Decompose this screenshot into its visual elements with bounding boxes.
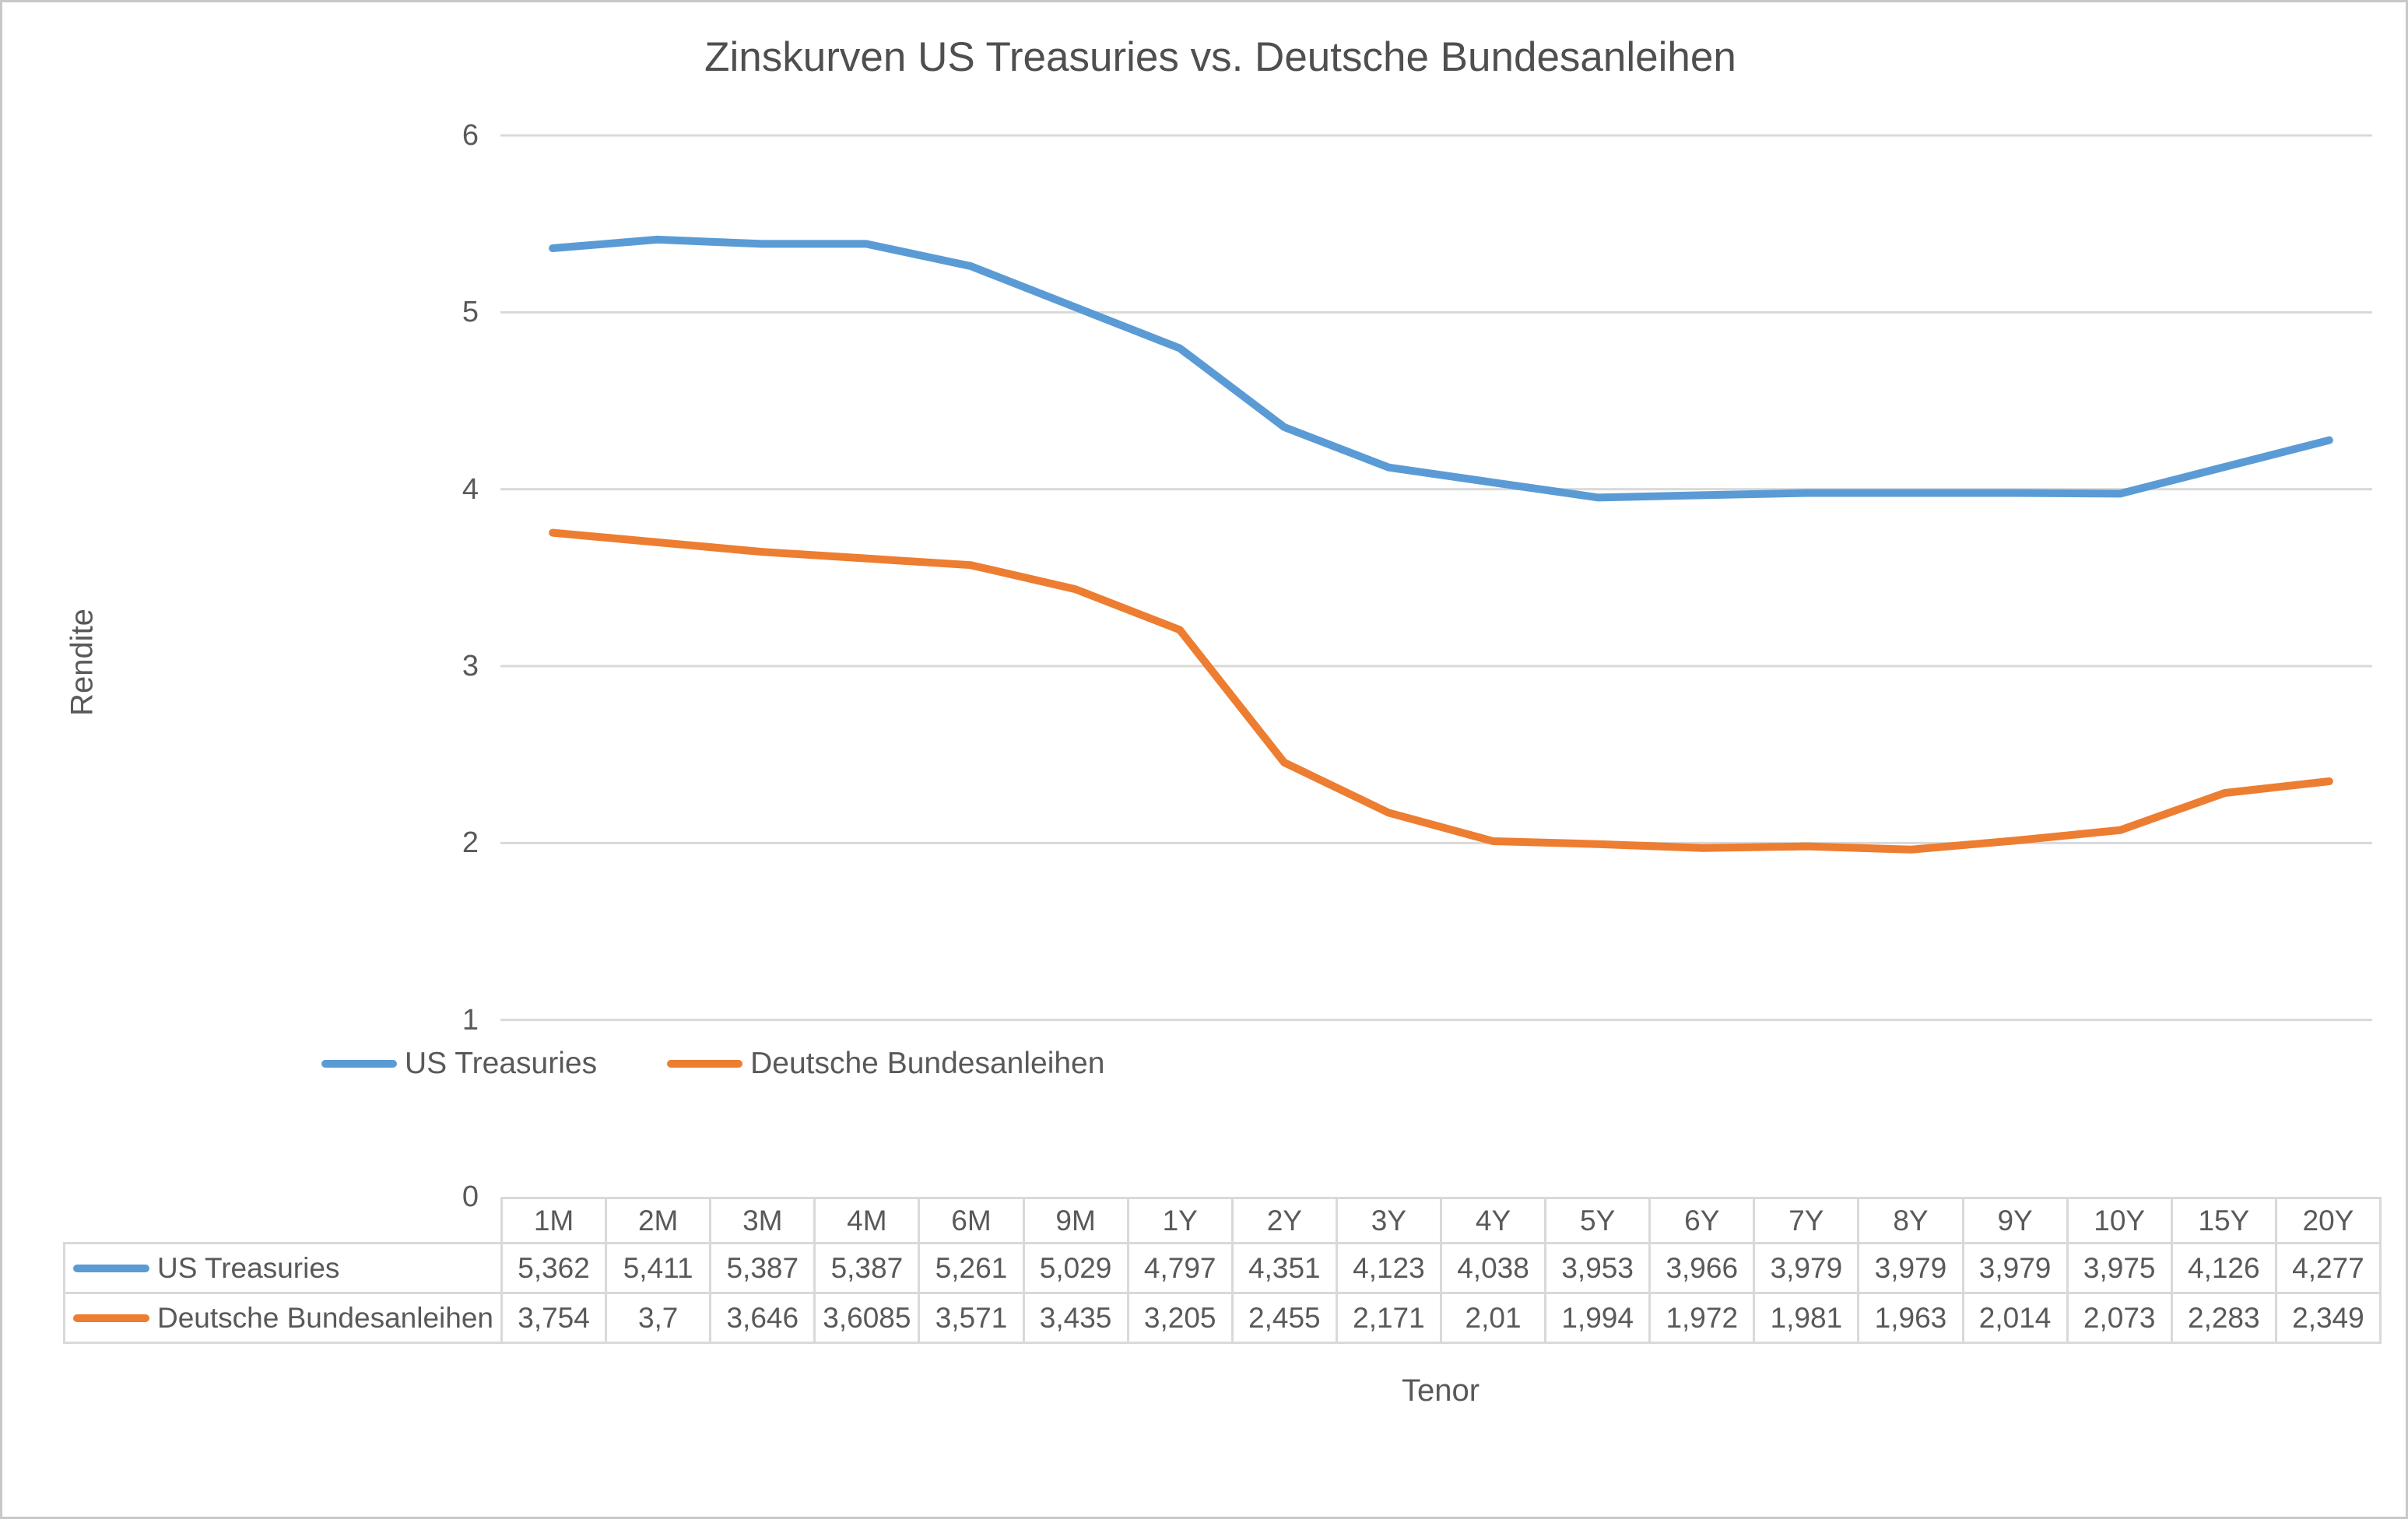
y-tick-label-4: 4 (462, 472, 479, 506)
series-swatch-icon (73, 1314, 149, 1322)
value-cell-5y: 3,953 (1544, 1242, 1652, 1294)
y-tick-label-5: 5 (462, 296, 479, 329)
value-cell-3m: 5,387 (709, 1242, 816, 1294)
tenor-header-6m: 6M (918, 1197, 1025, 1244)
value-cell-20y: 2,349 (2274, 1292, 2382, 1344)
y-tick-label-2: 2 (462, 826, 479, 860)
tenor-header-2y: 2Y (1230, 1197, 1338, 1244)
series-line-us-treasuries (549, 235, 2333, 502)
value-cell-4m: 3,6085 (813, 1292, 921, 1344)
value-cell-15y: 2,283 (2170, 1292, 2277, 1344)
value-cell-2y: 2,455 (1230, 1292, 1338, 1344)
legend-swatch-icon (667, 1060, 743, 1068)
value-cell-9m: 3,435 (1022, 1292, 1129, 1344)
value-cell-1m: 3,754 (500, 1292, 608, 1344)
tenor-header-1m: 1M (500, 1197, 608, 1244)
y-axis-title: Rendite (65, 609, 100, 716)
value-cell-20y: 4,277 (2274, 1242, 2382, 1294)
row-label-cell: Deutsche Bundesanleihen (63, 1292, 503, 1344)
table-row-us-treasuries: US Treasuries 5,362 5,411 5,387 5,387 5,261 5,… (63, 1242, 2382, 1294)
x-axis-title: Tenor (1401, 1373, 1480, 1408)
value-cell-8y: 1,963 (1857, 1292, 1964, 1344)
value-cell-1m: 5,362 (500, 1242, 608, 1294)
value-cell-8y: 3,979 (1857, 1242, 1964, 1294)
tenor-header-1y: 1Y (1126, 1197, 1234, 1244)
series-swatch-icon (73, 1264, 149, 1272)
tenor-header-15y: 15Y (2170, 1197, 2277, 1244)
value-cell-15y: 4,126 (2170, 1242, 2277, 1294)
value-cell-3y: 4,123 (1335, 1242, 1442, 1294)
value-cell-3m: 3,646 (709, 1292, 816, 1344)
series-name-label: Deutsche Bundesanleihen (157, 1301, 493, 1334)
chart-title: Zinskurven US Treasuries vs. Deutsche Bu… (704, 34, 1736, 80)
value-cell-2y: 4,351 (1230, 1242, 1338, 1294)
tenor-header-10y: 10Y (2066, 1197, 2173, 1244)
y-tick-label-1: 1 (462, 1003, 479, 1037)
tenor-header-4m: 4M (813, 1197, 921, 1244)
value-cell-9m: 5,029 (1022, 1242, 1129, 1294)
value-cell-2m: 3,7 (605, 1292, 712, 1344)
tenor-header-20y: 20Y (2274, 1197, 2382, 1244)
table-row-deutsche-bundesanleihen: Deutsche Bundesanleihen 3,754 3,7 3,646 3,60… (63, 1292, 2382, 1344)
value-cell-6y: 1,972 (1648, 1292, 1756, 1344)
legend-swatch-icon (321, 1060, 397, 1068)
y-tick-label-6: 6 (462, 119, 479, 152)
table-header-row: 1M 2M 3M 4M 6M 9M 1Y 2Y 3Y 4Y 5Y 6Y 7Y 8Y 9Y 10Y 15Y 20Y (65, 1197, 2382, 1244)
value-cell-4y: 4,038 (1439, 1242, 1547, 1294)
value-cell-4m: 5,387 (813, 1242, 921, 1294)
tenor-header-4y: 4Y (1439, 1197, 1547, 1244)
value-cell-10y: 3,975 (2066, 1242, 2173, 1294)
value-cell-6m: 5,261 (918, 1242, 1025, 1294)
legend: US Treasuries Deutsche Bundesanleihen (321, 1046, 1104, 1082)
tenor-header-6y: 6Y (1648, 1197, 1756, 1244)
tenor-header-3m: 3M (709, 1197, 816, 1244)
value-cell-9y: 2,014 (1961, 1292, 2069, 1344)
value-cell-7y: 3,979 (1753, 1242, 1860, 1294)
y-tick-label-3: 3 (462, 650, 479, 682)
y-tick-label-0: 0 (462, 1180, 479, 1213)
value-cell-3y: 2,171 (1335, 1292, 1442, 1344)
series-line-deutsche-bundesanleihen (549, 528, 2333, 854)
value-cell-9y: 3,979 (1961, 1242, 2069, 1294)
value-cell-4y: 2,01 (1439, 1292, 1547, 1344)
legend-item-us-treasuries: US Treasuries (321, 1047, 597, 1081)
value-cell-6m: 3,571 (918, 1292, 1025, 1344)
legend-item-deutsche-bundesanleihen: Deutsche Bundesanleihen (667, 1047, 1104, 1081)
value-cell-1y: 4,797 (1126, 1242, 1234, 1294)
tenor-header-8y: 8Y (1857, 1197, 1964, 1244)
legend-label: Deutsche Bundesanleihen (750, 1047, 1105, 1080)
tenor-header-9y: 9Y (1961, 1197, 2069, 1244)
series-name-label: US Treasuries (157, 1251, 340, 1284)
value-cell-1y: 3,205 (1126, 1292, 1234, 1344)
value-cell-7y: 1,981 (1753, 1292, 1860, 1344)
value-cell-2m: 5,411 (605, 1242, 712, 1294)
table-corner-cell (65, 1198, 502, 1244)
tenor-header-3y: 3Y (1335, 1197, 1442, 1244)
tenor-header-9m: 9M (1022, 1197, 1129, 1244)
row-label-cell: US Treasuries (63, 1242, 503, 1294)
tenor-header-7y: 7Y (1753, 1197, 1860, 1244)
value-cell-6y: 3,966 (1648, 1242, 1756, 1294)
legend-label: US Treasuries (405, 1047, 598, 1080)
value-cell-10y: 2,073 (2066, 1292, 2173, 1344)
tenor-header-2m: 2M (605, 1197, 712, 1244)
data-table: 1M 2M 3M 4M 6M 9M 1Y 2Y 3Y 4Y 5Y 6Y 7Y 8Y 9Y 10Y 15Y 20Y U… (63, 1197, 2382, 1344)
tenor-header-5y: 5Y (1544, 1197, 1652, 1244)
value-cell-5y: 1,994 (1544, 1292, 1652, 1344)
